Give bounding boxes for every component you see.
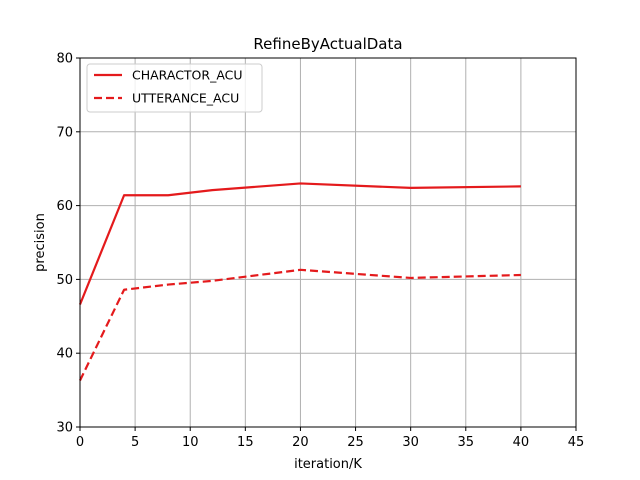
y-axis-label: precision [33, 213, 48, 272]
grid-lines [79, 57, 577, 428]
axis-ticks: 0 5 10 15 20 25 30 35 40 45 30 40 50 60 70 80 [56, 52, 584, 451]
x-tick-label: 45 [568, 435, 585, 450]
y-tick-label: 40 [56, 347, 73, 362]
series-line-utterance-acu [79, 268, 521, 381]
series-lines [78, 182, 521, 381]
x-axis-label: iteration/K [294, 457, 362, 472]
x-tick-label: 15 [237, 435, 254, 450]
y-tick-label: 70 [56, 125, 73, 140]
legend-entries: CHARACTOR_ACU UTTERANCE_ACU [94, 68, 243, 106]
y-tick-label: 30 [56, 421, 73, 436]
y-tick-label: 80 [56, 52, 73, 67]
series-line-charactor-acu [78, 182, 521, 305]
y-tick-label: 50 [56, 273, 73, 288]
x-tick-label: 10 [182, 435, 199, 450]
legend-box [86, 63, 263, 113]
plot-frame [79, 57, 577, 428]
chart-title: RefineByActualData [253, 35, 402, 53]
x-tick-label: 0 [76, 435, 84, 450]
x-tick-label: 20 [292, 435, 309, 450]
x-tick-label: 5 [131, 435, 139, 450]
legend: CHARACTOR_ACU UTTERANCE_ACU [86, 63, 263, 113]
legend-label: UTTERANCE_ACU [132, 91, 239, 106]
x-tick-label: 35 [458, 435, 475, 450]
y-tick-label: 60 [56, 199, 73, 214]
x-tick-label: 30 [402, 435, 419, 450]
x-tick-label: 40 [513, 435, 530, 450]
x-tick-label: 25 [347, 435, 364, 450]
legend-label: CHARACTOR_ACU [132, 68, 243, 83]
